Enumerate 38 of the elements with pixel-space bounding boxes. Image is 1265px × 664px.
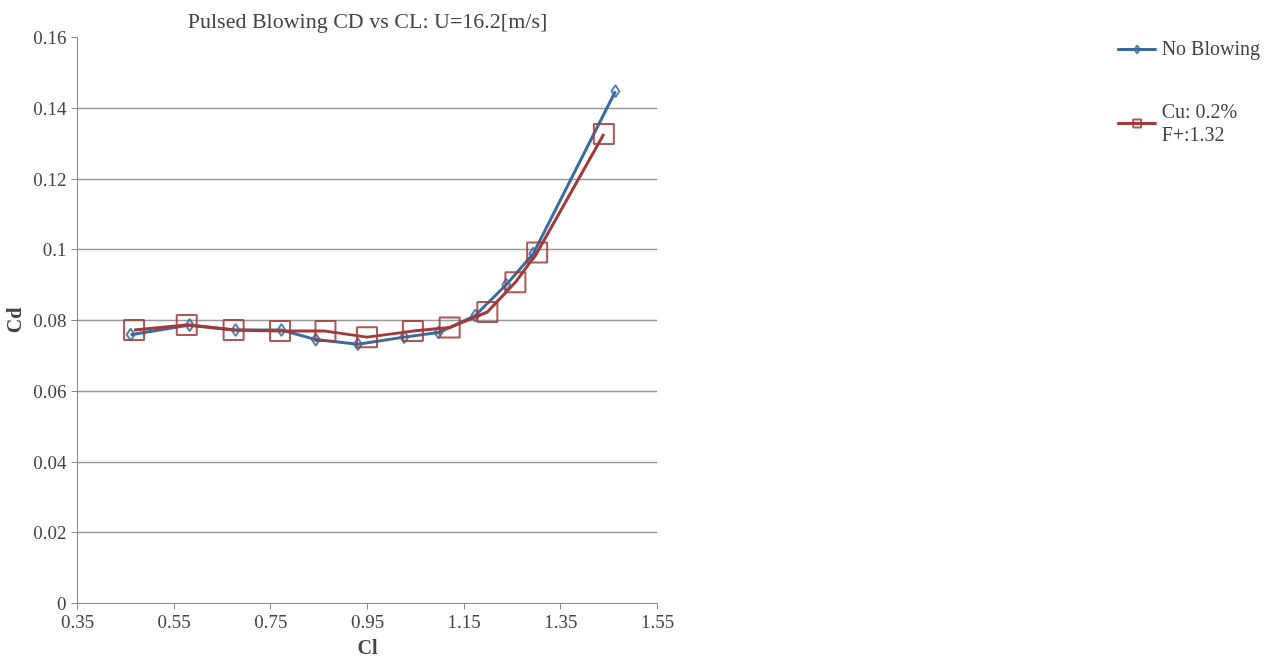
- x-tick-label: 1.55: [640, 610, 675, 632]
- y-tick-label: 0.06: [33, 380, 67, 402]
- legend-label: No Blowing: [1161, 37, 1260, 60]
- y-tick-label: 0.1: [42, 239, 67, 261]
- point: [592, 123, 615, 146]
- point: [399, 330, 410, 345]
- point: [123, 319, 146, 342]
- x-axis-title: Cl: [357, 635, 378, 658]
- y-tick-label: 0.14: [33, 97, 67, 119]
- point: [356, 326, 379, 349]
- point: [401, 320, 424, 343]
- point: [504, 271, 527, 294]
- y-tick-label: 0.16: [33, 27, 67, 48]
- x-tick-label: 0.95: [350, 610, 385, 632]
- point: [610, 84, 621, 99]
- y-axis-title: Cd: [3, 307, 26, 334]
- y-tick-label: 0.04: [33, 451, 67, 473]
- point: [470, 308, 481, 323]
- x-tick-label: 1.35: [544, 610, 578, 632]
- point: [222, 319, 245, 342]
- y-tick-label: 0.08: [33, 310, 67, 331]
- y-tick-label: 0.02: [33, 522, 67, 544]
- point: [433, 325, 444, 340]
- point: [175, 314, 198, 337]
- point: [501, 277, 512, 292]
- x-tick-label: 1.15: [447, 610, 481, 632]
- point: [269, 320, 292, 343]
- point: [310, 332, 321, 347]
- point: [314, 320, 337, 343]
- chart-title: Pulsed Blowing CD vs CL: U=16.2[m/s]: [187, 7, 548, 33]
- x-tick-label: 0.55: [157, 610, 191, 632]
- y-tick-label: 0.12: [33, 168, 67, 190]
- point: [476, 301, 499, 324]
- legend-label: Cu: 0.2% F+:1.32: [1161, 100, 1238, 146]
- point: [526, 241, 549, 264]
- point: [438, 316, 461, 339]
- point: [352, 337, 363, 352]
- x-tick-label: 0.75: [254, 610, 288, 632]
